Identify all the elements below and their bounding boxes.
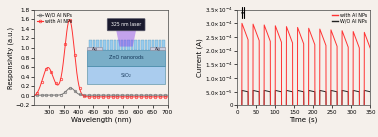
Y-axis label: Current (A): Current (A) (197, 38, 203, 77)
Y-axis label: Responsivity (a.u.): Responsivity (a.u.) (8, 26, 14, 89)
X-axis label: Time (s): Time (s) (290, 116, 318, 122)
X-axis label: Wavelength (nm): Wavelength (nm) (71, 116, 131, 122)
Legend: with Al NPs, W/O Al NPs: with Al NPs, W/O Al NPs (332, 12, 368, 25)
Legend: W/O Al NPs, with Al NPs: W/O Al NPs, with Al NPs (36, 12, 73, 25)
